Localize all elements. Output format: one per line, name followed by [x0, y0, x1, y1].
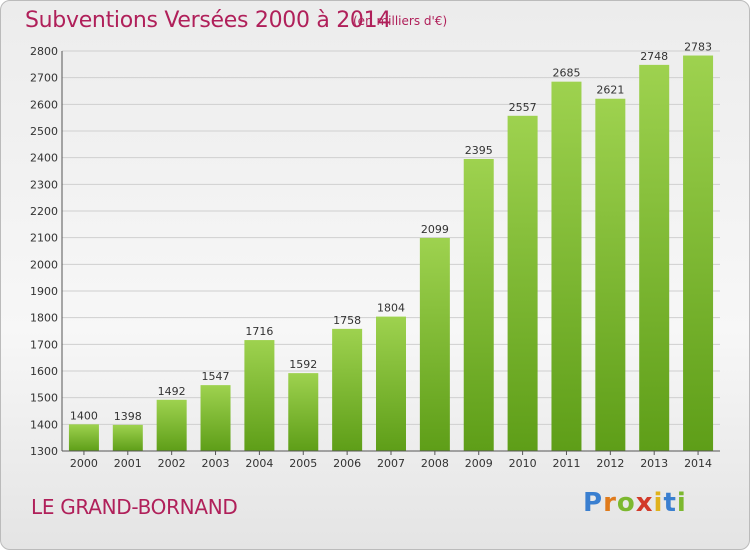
x-tick-label-2007: 2007 [377, 457, 405, 470]
bar-2011 [551, 81, 582, 452]
value-label-2011: 2685 [552, 67, 580, 80]
bar-2001 [112, 424, 143, 451]
value-label-2008: 2099 [421, 223, 449, 236]
y-tick-label: 2800 [30, 45, 58, 58]
bar-2007 [376, 316, 406, 451]
x-tick-label-2001: 2001 [114, 457, 142, 470]
place-name: LE GRAND-BORNAND [31, 495, 238, 519]
value-label-2014: 2783 [684, 41, 712, 54]
value-label-2009: 2395 [465, 144, 493, 157]
value-label-2010: 2557 [509, 101, 537, 114]
bar-2008 [419, 237, 450, 451]
y-tick-label: 2500 [30, 125, 58, 138]
y-tick-label: 2300 [30, 178, 58, 191]
bar-2010 [507, 115, 538, 452]
value-label-2004: 1716 [245, 325, 273, 338]
bar-2004 [244, 340, 275, 451]
x-tick-label-2004: 2004 [245, 457, 273, 470]
y-tick-label: 2600 [30, 98, 58, 111]
bar-2005 [288, 373, 319, 451]
chart-title: Subventions Versées 2000 à 2014 [25, 8, 392, 33]
y-tick-label: 1800 [30, 312, 58, 325]
logo-letter: r [603, 488, 617, 518]
logo-letter: o [616, 488, 636, 518]
bar-2003 [200, 385, 231, 451]
y-tick-label: 1300 [30, 445, 58, 458]
y-tick-label: 1700 [30, 338, 58, 351]
bar-2013 [639, 64, 670, 451]
value-label-2002: 1492 [158, 385, 186, 398]
logo-letter: x [635, 488, 654, 518]
logo-letter: i [653, 488, 664, 518]
logo-letter: P [583, 488, 604, 518]
x-tick-label-2000: 2000 [70, 457, 98, 470]
y-tick-label: 1500 [30, 392, 58, 405]
value-label-2000: 1400 [70, 409, 98, 422]
bar-2009 [463, 159, 494, 451]
logo-letter: t [663, 488, 677, 518]
y-tick-label: 2000 [30, 258, 58, 271]
bar-2002 [156, 399, 187, 451]
x-tick-label-2002: 2002 [158, 457, 186, 470]
y-tick-label: 2700 [30, 72, 58, 85]
value-label-2012: 2621 [596, 84, 624, 97]
y-tick-label: 2400 [30, 152, 58, 165]
logo-letter: i [676, 488, 687, 518]
y-tick-label: 1900 [30, 285, 58, 298]
value-label-2005: 1592 [289, 358, 317, 371]
value-label-2006: 1758 [333, 314, 361, 327]
x-tick-label-2010: 2010 [509, 457, 537, 470]
y-tick-label: 1400 [30, 418, 58, 431]
x-tick-label-2005: 2005 [289, 457, 317, 470]
bar-2014 [683, 55, 714, 452]
y-tick-label: 1600 [30, 365, 58, 378]
value-label-2013: 2748 [640, 50, 668, 63]
value-label-2007: 1804 [377, 302, 405, 315]
x-tick-label-2009: 2009 [465, 457, 493, 470]
proxiti-logo[interactable]: Proxiti [583, 488, 687, 518]
x-tick-label-2013: 2013 [640, 457, 668, 470]
y-tick-label: 2100 [30, 232, 58, 245]
bar-2006 [332, 328, 363, 451]
y-tick-label: 2200 [30, 205, 58, 218]
chart-subtitle: (en milliers d'€) [353, 14, 448, 28]
x-tick-label-2006: 2006 [333, 457, 361, 470]
bar-2012 [595, 98, 626, 451]
x-tick-label-2008: 2008 [421, 457, 449, 470]
bar-2000 [68, 424, 99, 451]
x-tick-label-2011: 2011 [552, 457, 580, 470]
x-tick-label-2003: 2003 [202, 457, 230, 470]
value-label-2001: 1398 [114, 410, 142, 423]
x-tick-label-2014: 2014 [684, 457, 712, 470]
x-tick-label-2012: 2012 [596, 457, 624, 470]
value-label-2003: 1547 [202, 370, 230, 383]
